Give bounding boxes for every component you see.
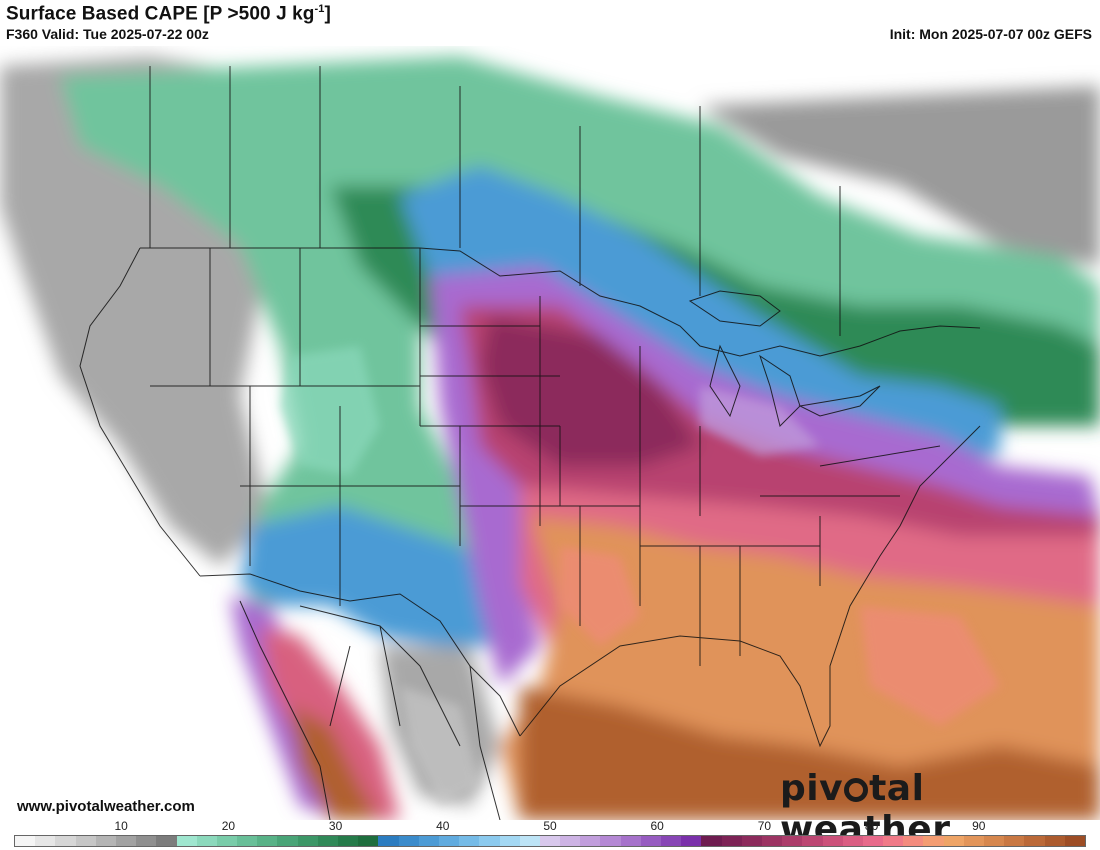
colorbar-tick-label: 10 [114, 819, 128, 833]
colorbar-swatch [176, 836, 197, 846]
colorbar-swatch [842, 836, 863, 846]
website-url: www.pivotalweather.com [14, 798, 198, 815]
logo-ring-icon [844, 778, 869, 802]
blue-field-north [400, 166, 1000, 456]
colorbar-swatch [822, 836, 843, 846]
brown-field-gulf [520, 686, 1100, 820]
colorbar-tick-label: 20 [221, 819, 236, 833]
colorbar-tick-label: 80 [864, 819, 879, 833]
colorbar-swatch [459, 836, 480, 846]
gray-field-northeast [700, 86, 1100, 266]
great-lakes [688, 290, 881, 427]
colorbar-swatch [903, 836, 924, 846]
colorbar-swatch [156, 836, 177, 846]
colorbar-swatch [560, 836, 581, 846]
colorbar-swatch [378, 836, 399, 846]
colorbar-swatch [15, 836, 36, 846]
colorbar-swatch [802, 836, 823, 846]
valid-time: F360 Valid: Tue 2025-07-22 00z [6, 26, 209, 42]
brown-field-mexico-west [290, 706, 380, 820]
colorbar-swatch [923, 836, 944, 846]
colorbar-swatch [761, 836, 783, 846]
colorbar-swatch [358, 836, 379, 846]
colorbar-swatch [620, 836, 641, 846]
colorbar-swatch [237, 836, 258, 846]
colorbar-tick-label: 60 [650, 819, 664, 833]
colorbar-tick-label: 50 [543, 819, 557, 833]
colorbar-swatch [317, 836, 338, 846]
colorbar-tick-label: 70 [757, 819, 772, 833]
mint-field-rockies [280, 346, 380, 476]
colorbar-swatch [257, 836, 278, 846]
mexico-states [299, 605, 461, 747]
colorbar-swatch [519, 836, 540, 846]
colorbar-swatch [640, 836, 661, 846]
colorbar-tick-label: 40 [436, 819, 450, 833]
colorbar-tick-label: 30 [328, 819, 343, 833]
map-title: Surface Based CAPE [P >500 J kg-1] [6, 3, 331, 25]
colorbar-swatch [277, 836, 298, 846]
colorbar-swatch [862, 836, 884, 846]
colorbar-swatch [721, 836, 742, 846]
west-coast [79, 247, 201, 577]
gulf-coast [519, 425, 981, 748]
colorbar-swatch [216, 836, 238, 846]
weather-map [0, 46, 1100, 820]
colorbar-swatch [1044, 836, 1065, 846]
colorbar-swatch [95, 836, 116, 846]
colorbar-swatch [782, 836, 803, 846]
colorbar-swatch [741, 836, 762, 846]
colorbar-swatch [136, 836, 157, 846]
colorbar-swatch [35, 836, 56, 846]
colorbar-swatch [1064, 836, 1085, 846]
colorbar-swatch [984, 836, 1005, 846]
colorbar-swatch [963, 836, 984, 846]
state-lines [150, 248, 941, 666]
lavender-field-midwest [700, 386, 820, 456]
colorbar-swatch [196, 836, 217, 846]
colorbar-swatch [681, 836, 702, 846]
colorbar-swatch [55, 836, 76, 846]
blue-field-southwest [240, 506, 500, 646]
colorbar-swatch [701, 836, 722, 846]
colorbar-swatch [539, 836, 561, 846]
colorbar-tick-label: 90 [972, 819, 986, 833]
political-boundaries [79, 66, 981, 820]
colorbar-swatch [115, 836, 137, 846]
colorbar-swatch [1004, 836, 1025, 846]
colorbar-swatch [883, 836, 904, 846]
colorbar-swatch [661, 836, 682, 846]
gray-field-sierra-madre [400, 686, 480, 806]
colorbar-swatch [418, 836, 439, 846]
header: Surface Based CAPE [P >500 J kg-1] F360 … [0, 0, 1100, 46]
colorbar-swatch [479, 836, 500, 846]
baja-coast [239, 600, 331, 820]
colorbar-swatch [580, 836, 601, 846]
us-canada-border [140, 247, 981, 357]
canada-provinces [149, 66, 841, 336]
init-time: Init: Mon 2025-07-07 00z GEFS [889, 26, 1092, 42]
colorbar-swatch [499, 836, 520, 846]
colorbar-swatch [398, 836, 419, 846]
us-mexico-border [199, 573, 521, 737]
colorbar [14, 835, 1086, 847]
colorbar-swatch [1024, 836, 1045, 846]
salmon-field-atlantic [860, 606, 1000, 726]
maroon-field-core [480, 316, 700, 466]
pink-field-baja [260, 626, 400, 820]
colorbar-swatch [75, 836, 96, 846]
colorbar-swatch [600, 836, 621, 846]
colorbar-swatch [438, 836, 460, 846]
mexico-east-coast [469, 665, 501, 820]
colorbar-swatch [338, 836, 359, 846]
colorbar-swatch [943, 836, 964, 846]
colorbar-swatch [297, 836, 318, 846]
